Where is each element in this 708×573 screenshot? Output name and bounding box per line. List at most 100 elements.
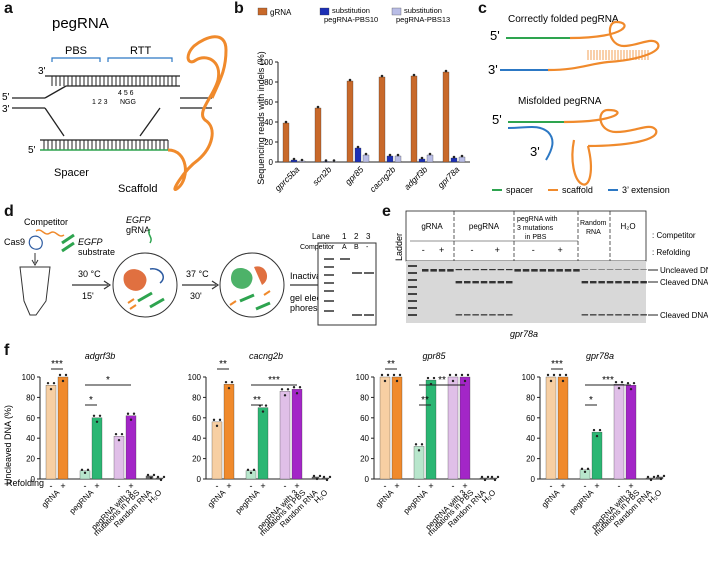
bar-3 [425, 379, 437, 480]
cleaved-band-small [506, 314, 513, 316]
x-label: pegRNA [68, 488, 96, 516]
data-point [558, 373, 562, 377]
cleaved-band [615, 281, 622, 284]
data-point [432, 376, 436, 380]
refold-minus: - [84, 481, 87, 491]
three-prime-correct: 3' [488, 62, 498, 77]
bar-gpr85-2 [362, 154, 370, 163]
group-label: 3 mutations [517, 225, 554, 232]
uncleaved-band [522, 269, 530, 272]
data-point [420, 156, 424, 160]
bar-gpr85-1 [354, 147, 362, 163]
y-tick-label: 0 [531, 475, 536, 484]
data-point [412, 73, 416, 77]
cleaved-band [598, 281, 605, 284]
uncleaved-band [422, 269, 429, 272]
cleaved-band [480, 281, 488, 284]
refold-plus: + [294, 481, 299, 491]
bar-6 [645, 477, 654, 480]
ladder-band [408, 307, 417, 309]
misfold-title: Misfolded pegRNA [518, 96, 602, 107]
cleaved-band [590, 281, 597, 284]
y-tick-label: 80 [26, 393, 35, 402]
legend-label: substitution [404, 6, 442, 15]
data-point [284, 120, 288, 124]
bar-cacng2b-2 [394, 155, 402, 163]
bar-6 [145, 475, 154, 480]
data-point [300, 158, 304, 162]
three-prime-left: 3' [2, 104, 10, 115]
data-point [348, 78, 352, 82]
bar-7 [489, 477, 498, 480]
refolding-row-label: : Refolding [652, 248, 690, 257]
data-point [463, 379, 467, 383]
data-point [80, 468, 84, 472]
data-point [646, 475, 650, 479]
refold-plus: + [557, 245, 562, 255]
lane-comp-1: A [342, 244, 347, 251]
data-point [129, 418, 133, 421]
refold-plus: + [628, 481, 633, 491]
inactivation-1: Inactivation, [290, 271, 338, 281]
x-label: gRNA [374, 488, 396, 510]
bar-3 [91, 417, 103, 480]
group-label: pegRNA [469, 222, 500, 231]
cleaved-band [464, 281, 471, 284]
legend-label: pegRNA-PBS13 [396, 15, 450, 24]
data-point [316, 105, 320, 109]
data-point [283, 394, 287, 397]
data-point [86, 468, 90, 472]
y-tick-label: 100 [356, 373, 370, 382]
data-point [159, 478, 163, 482]
data-point [592, 428, 596, 432]
data-point [322, 475, 326, 479]
data-point [218, 418, 222, 422]
bar-7 [321, 477, 330, 480]
y-tick-label: 80 [526, 393, 535, 402]
inactivation-2: gel electro- [290, 293, 335, 303]
legend-extension: 3’ extension [622, 185, 670, 195]
significance-mark: * [106, 375, 110, 386]
data-point [364, 152, 368, 156]
data-point [392, 373, 396, 377]
y-tick-label: 60 [526, 414, 535, 423]
cleaved-band [623, 281, 631, 284]
data-point [626, 381, 630, 385]
data-point [549, 379, 553, 383]
data-point [252, 468, 256, 472]
y-tick-label: 40 [26, 434, 35, 443]
y-tick-label: 20 [26, 455, 35, 464]
grna-label: gRNA [126, 225, 150, 235]
data-point [552, 373, 556, 377]
uncleaved-band [606, 269, 614, 270]
refold-plus: + [560, 481, 565, 491]
cleaved-band [506, 281, 513, 284]
chart-b-ylabel: Sequencing reads with indels (%) [256, 51, 266, 185]
cleaved-band-small [489, 314, 496, 316]
cleaved-band [640, 281, 647, 284]
y-tick-label: 60 [192, 414, 201, 423]
scaffold-label: Scaffold [118, 183, 158, 195]
bar-2 [245, 470, 257, 480]
data-point [444, 69, 448, 73]
cleaved-band-small [472, 314, 479, 316]
refold-minus: - [50, 481, 53, 491]
x-label: pegRNA [234, 488, 262, 516]
panel-label-c: c [478, 0, 487, 17]
bar-3 [591, 431, 603, 480]
data-point [420, 443, 424, 446]
data-point [227, 386, 231, 390]
five-prime-correct: 5' [490, 28, 500, 43]
x-tick-label: gpr78a [436, 164, 462, 190]
significance-mark: * [589, 395, 593, 406]
y-tick-label: 60 [264, 98, 273, 107]
refold-minus: - [216, 481, 219, 491]
data-point [318, 474, 322, 478]
five-prime-bottom: 5' [28, 145, 36, 156]
bar-gprc5ba-1 [290, 159, 298, 163]
legend-swatch [257, 7, 268, 16]
refold-plus: + [260, 481, 265, 491]
f-ylabel: Uncleaved DNA (%) [3, 405, 13, 485]
data-point [162, 475, 166, 479]
data-point [460, 373, 464, 377]
